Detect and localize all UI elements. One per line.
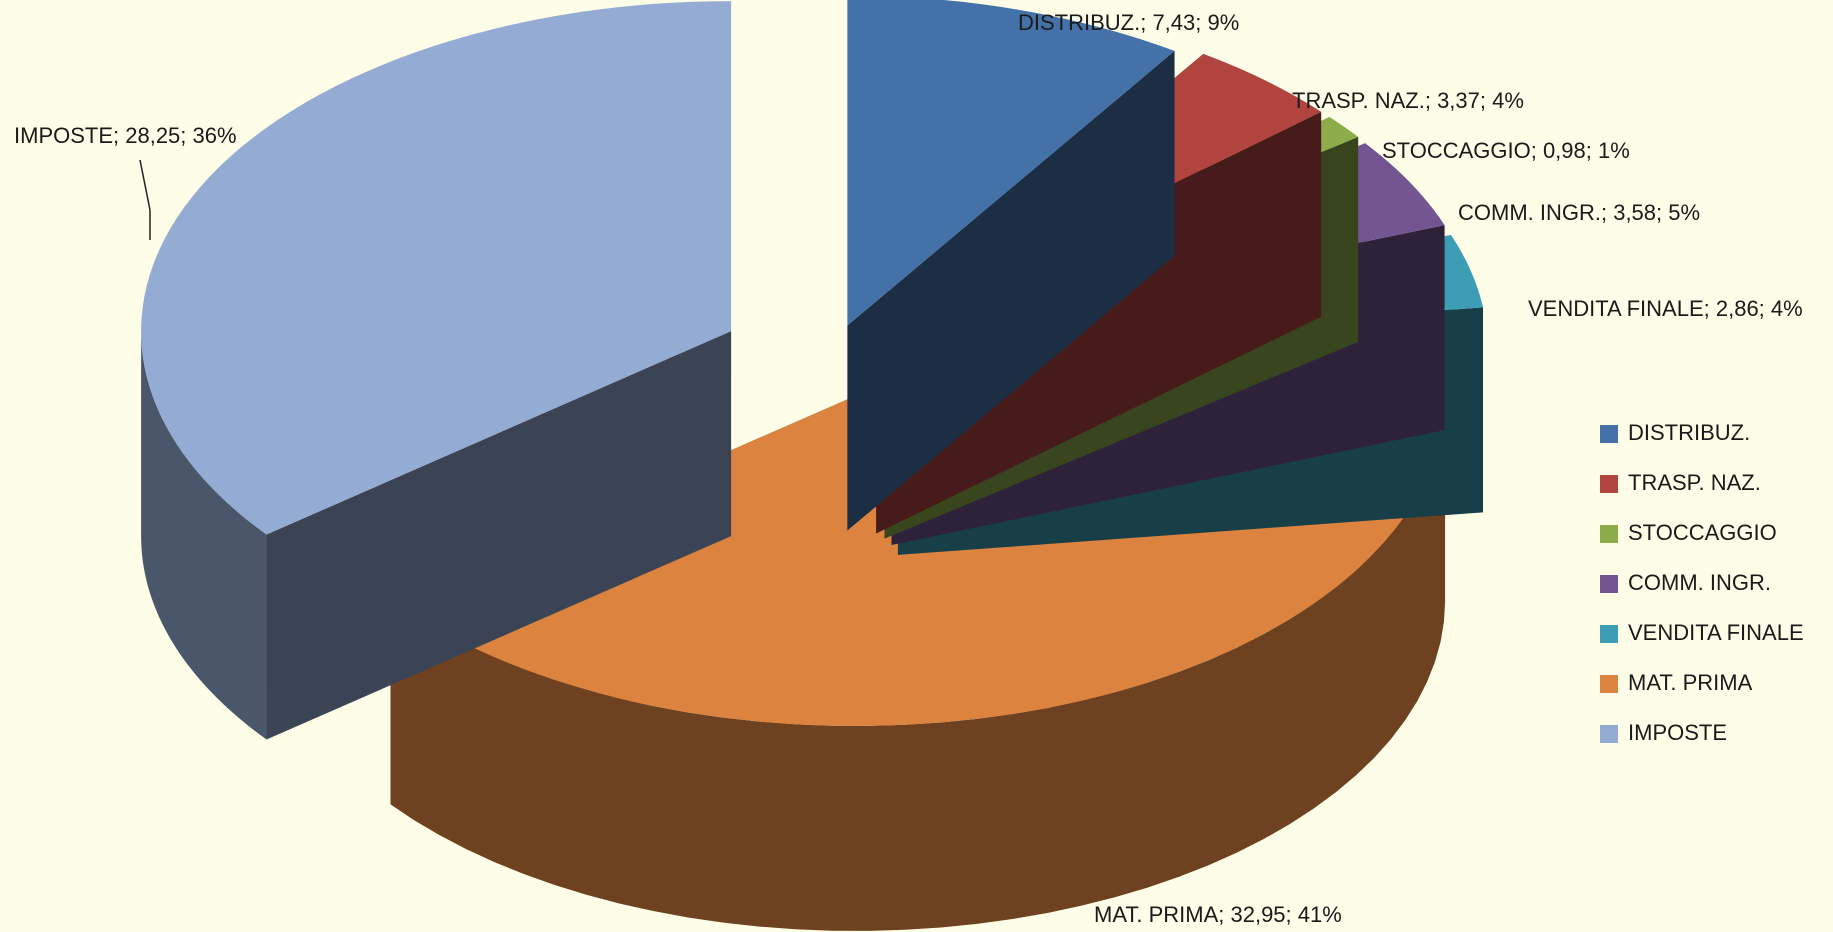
legend-swatch (1600, 525, 1618, 543)
data-label-imposte: IMPOSTE; 28,25; 36% (14, 123, 237, 148)
legend-swatch (1600, 475, 1618, 493)
legend-label: MAT. PRIMA (1628, 670, 1753, 695)
legend-item: VENDITA FINALE (1600, 620, 1804, 645)
pie-slices (141, 0, 1484, 931)
legend-item: IMPOSTE (1600, 720, 1727, 745)
legend-item: MAT. PRIMA (1600, 670, 1753, 695)
legend-label: VENDITA FINALE (1628, 620, 1804, 645)
legend-swatch (1600, 575, 1618, 593)
legend-item: COMM. INGR. (1600, 570, 1771, 595)
legend-label: TRASP. NAZ. (1628, 470, 1761, 495)
legend-swatch (1600, 425, 1618, 443)
data-label-distribuz: DISTRIBUZ.; 7,43; 9% (1018, 10, 1239, 35)
data-label-comm-ingr: COMM. INGR.; 3,58; 5% (1458, 200, 1700, 225)
chart-legend: DISTRIBUZ. TRASP. NAZ. STOCCAGGIO COMM. ING… (1600, 420, 1804, 745)
legend-item: DISTRIBUZ. (1600, 420, 1750, 445)
data-label-trasp-naz: TRASP. NAZ.; 3,37; 4% (1292, 88, 1524, 113)
slice-labels: DISTRIBUZ.; 7,43; 9% TRASP. NAZ.; 3,37; 4… (14, 10, 1803, 927)
legend-label: IMPOSTE (1628, 720, 1727, 745)
leader-lines (139, 159, 151, 240)
data-label-stoccaggio: STOCCAGGIO; 0,98; 1% (1382, 138, 1630, 163)
legend-label: STOCCAGGIO (1628, 520, 1777, 545)
legend-swatch (1600, 725, 1618, 743)
pie-slice-distribuz (847, 0, 1175, 531)
legend-swatch (1600, 625, 1618, 643)
legend-swatch (1600, 675, 1618, 693)
leader-line (139, 159, 151, 240)
legend-item: STOCCAGGIO (1600, 520, 1777, 545)
data-label-mat-prima: MAT. PRIMA; 32,95; 41% (1094, 902, 1342, 927)
data-label-vendita-finale: VENDITA FINALE; 2,86; 4% (1528, 296, 1803, 321)
legend-label: COMM. INGR. (1628, 570, 1771, 595)
pie-slice-imposte (141, 1, 732, 740)
legend-item: TRASP. NAZ. (1600, 470, 1761, 495)
legend-label: DISTRIBUZ. (1628, 420, 1750, 445)
